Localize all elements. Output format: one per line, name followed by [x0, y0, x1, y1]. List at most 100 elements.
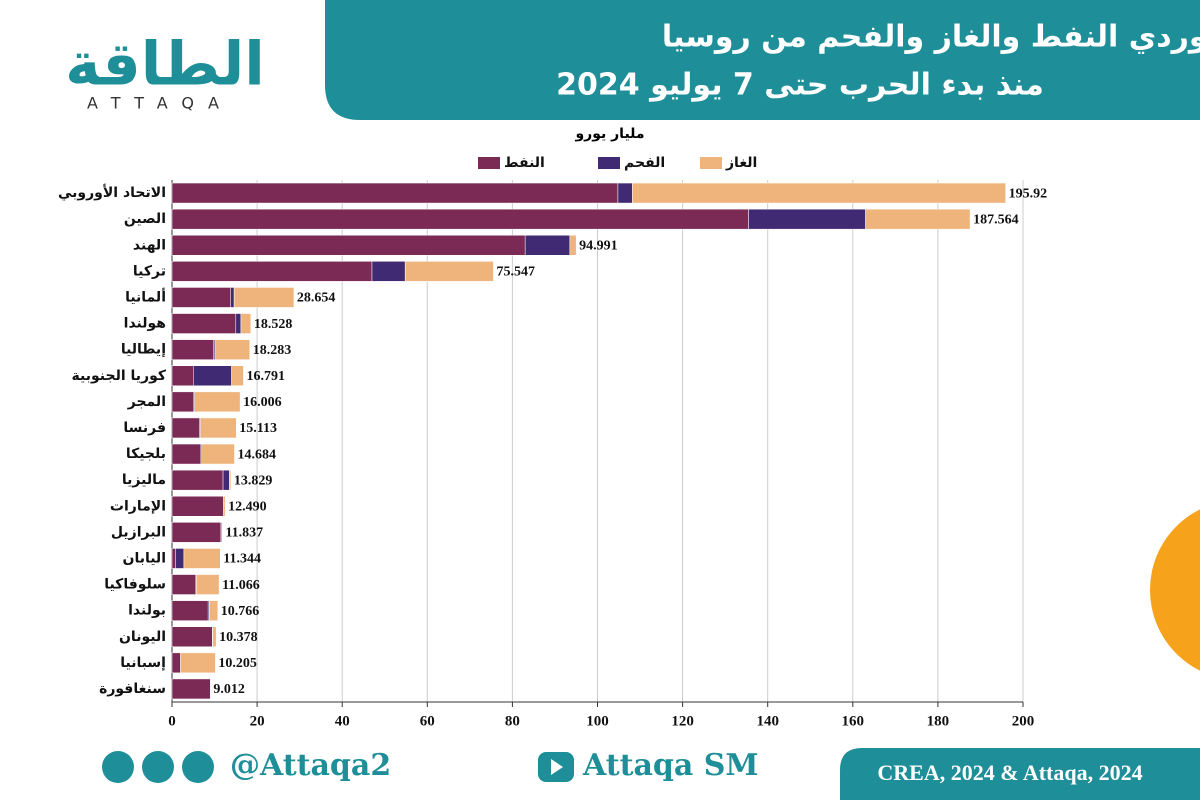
bar-segment: [404, 261, 494, 282]
bar-segment: [617, 182, 633, 204]
total-label: 18.283: [253, 343, 292, 358]
bar-segment: [371, 261, 406, 282]
total-label: 12.490: [228, 499, 267, 514]
total-label: 10.378: [219, 630, 258, 645]
y-tick-label: كوريا الجنوبية: [72, 368, 167, 384]
bar-segment: [223, 496, 226, 517]
bar-segment: [230, 287, 235, 308]
y-tick-label: البرازيل: [111, 524, 166, 540]
y-tick-label: الاتحاد الأوروبي: [58, 184, 166, 201]
y-tick-label: بلجيكا: [126, 446, 166, 462]
bar-segment: [171, 182, 619, 204]
bar-segment: [175, 548, 185, 569]
bar-segment: [171, 313, 237, 334]
bar-segment: [212, 626, 217, 647]
bar-segment: [171, 626, 213, 647]
x-tick-label: 40: [335, 713, 350, 729]
bar-segment: [200, 417, 237, 439]
bar-segment: [209, 600, 219, 621]
bar-segment: [180, 652, 216, 674]
chart-title: أكبر مستوردي النفط والغاز والفحم من روسي…: [662, 17, 1200, 55]
total-label: 195.92: [1009, 186, 1048, 201]
x-tick-label: 20: [250, 713, 265, 729]
bar-segment: [171, 443, 202, 465]
y-tick-label: المجر: [127, 394, 166, 410]
bar-segment: [171, 496, 224, 517]
channel: Attaqa SM: [582, 748, 759, 783]
bar-segment: [171, 574, 197, 595]
header-banner: [325, 0, 1200, 120]
bar-segment: [193, 365, 232, 386]
y-tick-label: سنغافورة: [99, 681, 166, 697]
legend-swatch: [700, 157, 722, 169]
total-label: 15.113: [239, 421, 277, 436]
bar-segment: [235, 313, 242, 334]
total-label: 11.344: [223, 552, 261, 567]
bar-segment: [171, 391, 194, 413]
bar-segment: [171, 522, 222, 543]
bar-segment: [748, 208, 866, 230]
x-tick-label: 0: [168, 713, 176, 729]
bar-segment: [196, 574, 220, 595]
total-label: 10.766: [221, 604, 260, 619]
y-tick-label: سلوفاكيا: [104, 577, 166, 593]
bar-segment: [171, 600, 209, 621]
x-tick-label: 200: [1012, 713, 1035, 729]
bar-segment: [171, 339, 214, 360]
total-label: 11.066: [222, 578, 260, 593]
bar-segment: [171, 261, 373, 282]
bar-segment: [171, 208, 749, 230]
x-tick-label: 140: [756, 713, 779, 729]
bar-segment: [201, 443, 235, 465]
y-tick-label: إسبانيا: [120, 655, 166, 671]
y-tick-label: فرنسا: [123, 420, 166, 436]
y-tick-label: إيطاليا: [121, 342, 166, 358]
y-tick-label: الهند: [133, 237, 166, 253]
y-tick-label: ألمانيا: [125, 287, 166, 305]
x-tick-label: 60: [420, 713, 435, 729]
y-tick-label: هولندا: [124, 316, 166, 332]
bar-segment: [194, 391, 241, 413]
bar-segment: [214, 339, 251, 360]
x-tick-label: 120: [671, 713, 694, 729]
total-label: 28.654: [297, 291, 336, 306]
x-tick-label: 160: [842, 713, 865, 729]
x-tick-label: 180: [927, 713, 950, 729]
bar-segment: [171, 548, 176, 569]
bar-segment: [171, 652, 181, 674]
bar-segment: [171, 417, 200, 439]
y-tick-label: تركيا: [133, 263, 166, 279]
x-tick-label: 80: [505, 713, 520, 729]
total-label: 75.547: [496, 265, 535, 280]
legend-label: النفط: [504, 155, 545, 171]
bar-segment: [171, 235, 526, 256]
total-label: 14.684: [237, 447, 275, 462]
bar-segment: [240, 313, 252, 334]
legend-label: الغاز: [725, 155, 757, 171]
total-label: 16.791: [246, 369, 285, 384]
bar-segment: [632, 182, 1006, 204]
total-label: 16.006: [243, 395, 282, 410]
total-label: 10.205: [218, 656, 257, 671]
bar-segment: [171, 469, 224, 491]
logo-sub: ATTAQA: [87, 94, 233, 113]
total-label: 13.829: [234, 473, 273, 488]
bar-segment: [569, 235, 577, 256]
bar-segment: [171, 678, 211, 700]
bar-segment: [524, 235, 571, 256]
logo: الطاقة: [65, 30, 265, 100]
decor-circle: [1150, 509, 1200, 671]
y-tick-label: ماليزيا: [122, 472, 166, 488]
source-box: [840, 748, 1200, 800]
x-tick-label: 100: [586, 713, 609, 729]
y-tick-label: اليابان: [123, 550, 167, 566]
bar-segment: [222, 469, 230, 491]
bar-segment: [229, 469, 232, 491]
legend-swatch: [598, 157, 620, 169]
chart-subtitle: منذ بدء الحرب حتى 7 يوليو 2024: [556, 68, 1044, 103]
social-icons: [102, 751, 574, 783]
bar-segment: [865, 208, 971, 230]
bar-segment: [171, 287, 231, 308]
total-label: 94.991: [579, 238, 618, 253]
